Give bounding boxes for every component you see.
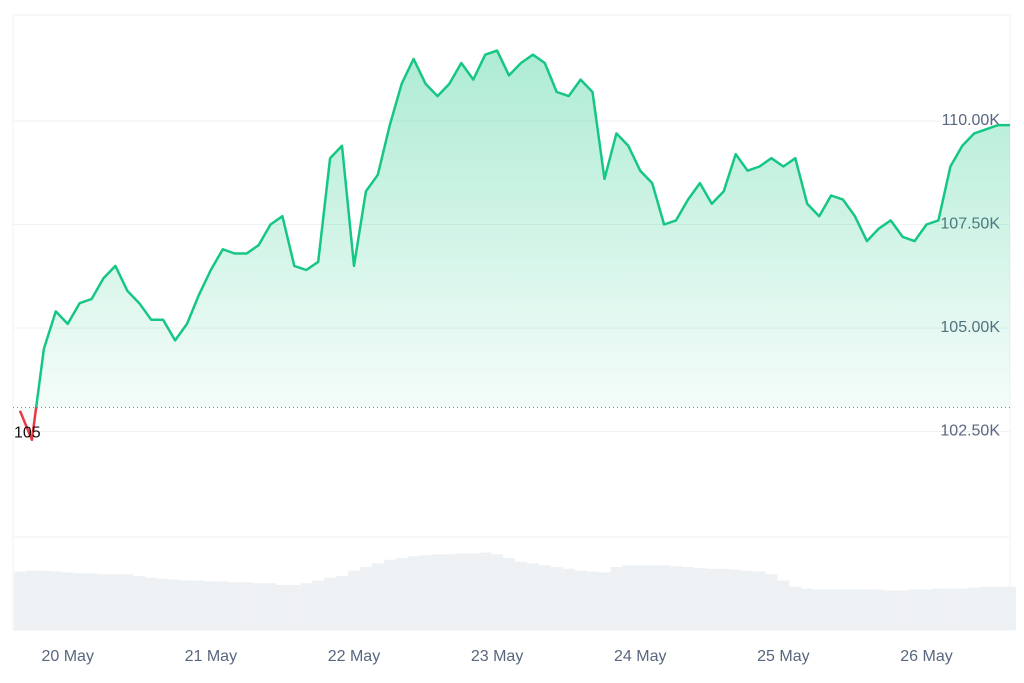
volume-bar: [216, 581, 229, 630]
volume-bar: [145, 577, 158, 630]
volume-bar: [133, 576, 146, 630]
volume-bar: [479, 552, 492, 630]
volume-bar: [848, 589, 861, 630]
area: [20, 50, 1010, 440]
baseline-label: 105: [14, 425, 41, 442]
volume-bar: [455, 553, 468, 630]
volume-bar: [288, 585, 301, 630]
volume-bar: [789, 586, 802, 630]
volume-bar: [97, 574, 110, 630]
x-tick-label: 21 May: [185, 648, 237, 665]
volume-bar: [884, 590, 897, 630]
volume-bar: [228, 582, 241, 630]
volume-bar: [705, 568, 718, 630]
volume-bar: [538, 565, 551, 630]
volume-bar: [526, 563, 539, 630]
volume-bar: [872, 589, 885, 630]
volume-bar: [658, 565, 671, 630]
volume-bar: [49, 571, 62, 630]
x-tick-label: 25 May: [757, 648, 809, 665]
volume-bar: [359, 567, 372, 630]
x-tick-label: 22 May: [328, 648, 380, 665]
volume-bar: [407, 556, 420, 630]
x-tick-label: 26 May: [900, 648, 952, 665]
volume-bar: [837, 589, 849, 630]
volume-bar: [109, 574, 122, 630]
volume-bar: [431, 554, 444, 630]
volume-bar: [729, 569, 742, 630]
volume-bar: [348, 570, 360, 630]
volume-bar: [336, 576, 349, 630]
volume-bar: [324, 577, 337, 630]
volume-bar: [14, 571, 26, 630]
volume-bar: [85, 573, 98, 630]
volume-bar: [419, 555, 432, 630]
volume-bar: [252, 583, 265, 630]
volume-bar: [920, 589, 933, 630]
volume-bar: [646, 565, 659, 630]
x-tick-label: 23 May: [471, 648, 523, 665]
volume-bar: [503, 558, 515, 630]
volume-bar: [204, 581, 217, 630]
volume-bar: [908, 589, 921, 630]
volume-bar: [968, 587, 981, 630]
volume-bar: [944, 588, 957, 630]
volume-bar: [371, 563, 384, 630]
y-tick-label: 102.50K: [940, 423, 1000, 440]
y-tick-label: 110.00K: [942, 112, 1001, 129]
volume-bar: [264, 583, 277, 630]
volume-bar: [622, 565, 635, 630]
volume-bar: [992, 586, 1005, 630]
volume-bar: [670, 566, 682, 630]
volume-bar: [169, 579, 182, 630]
volume-bar: [896, 590, 909, 630]
volume-bar: [777, 580, 790, 630]
price-line: [18, 49, 1010, 442]
volume-bar: [25, 570, 38, 630]
x-tick-label: 20 May: [41, 648, 93, 665]
volume-bar: [956, 588, 969, 630]
volume-bar: [860, 589, 873, 630]
volume-bar: [443, 554, 456, 630]
volume-bar: [813, 589, 826, 630]
volume-bar: [300, 583, 313, 630]
volume-bar: [753, 571, 766, 630]
volume-bar: [741, 570, 754, 630]
volume-bar: [598, 572, 611, 630]
volume-bar: [765, 574, 778, 630]
volume-bar: [395, 558, 408, 630]
volume-bar: [825, 589, 838, 630]
volume-bar: [717, 568, 730, 630]
volume-bar: [634, 565, 647, 630]
volume-bar: [181, 580, 193, 630]
volume-bar: [312, 580, 325, 630]
volume-bar: [73, 573, 86, 630]
volume-bar: [574, 570, 587, 630]
volume-bar: [1004, 586, 1016, 630]
volume-bar: [586, 571, 599, 630]
volume-bar: [693, 567, 706, 630]
volume-bar: [491, 554, 504, 630]
volume-bar: [801, 588, 814, 630]
volume-bar: [681, 567, 694, 630]
volume-bar: [932, 588, 945, 630]
volume-bar: [550, 567, 563, 630]
volume-bar: [383, 559, 396, 630]
volume-bar: [980, 586, 993, 630]
volume-bar: [610, 567, 623, 630]
volume-bar: [37, 570, 50, 630]
volume-bar: [157, 578, 170, 630]
x-tick-label: 24 May: [614, 648, 666, 665]
volume-bar: [562, 568, 575, 630]
volume-bar: [240, 582, 253, 630]
volume-bar: [467, 553, 480, 630]
volume-bar: [61, 572, 74, 630]
volume-bar: [121, 574, 134, 630]
volume-bar: [515, 561, 527, 630]
volume-bar: [276, 585, 289, 630]
volume-bar: [192, 580, 205, 630]
